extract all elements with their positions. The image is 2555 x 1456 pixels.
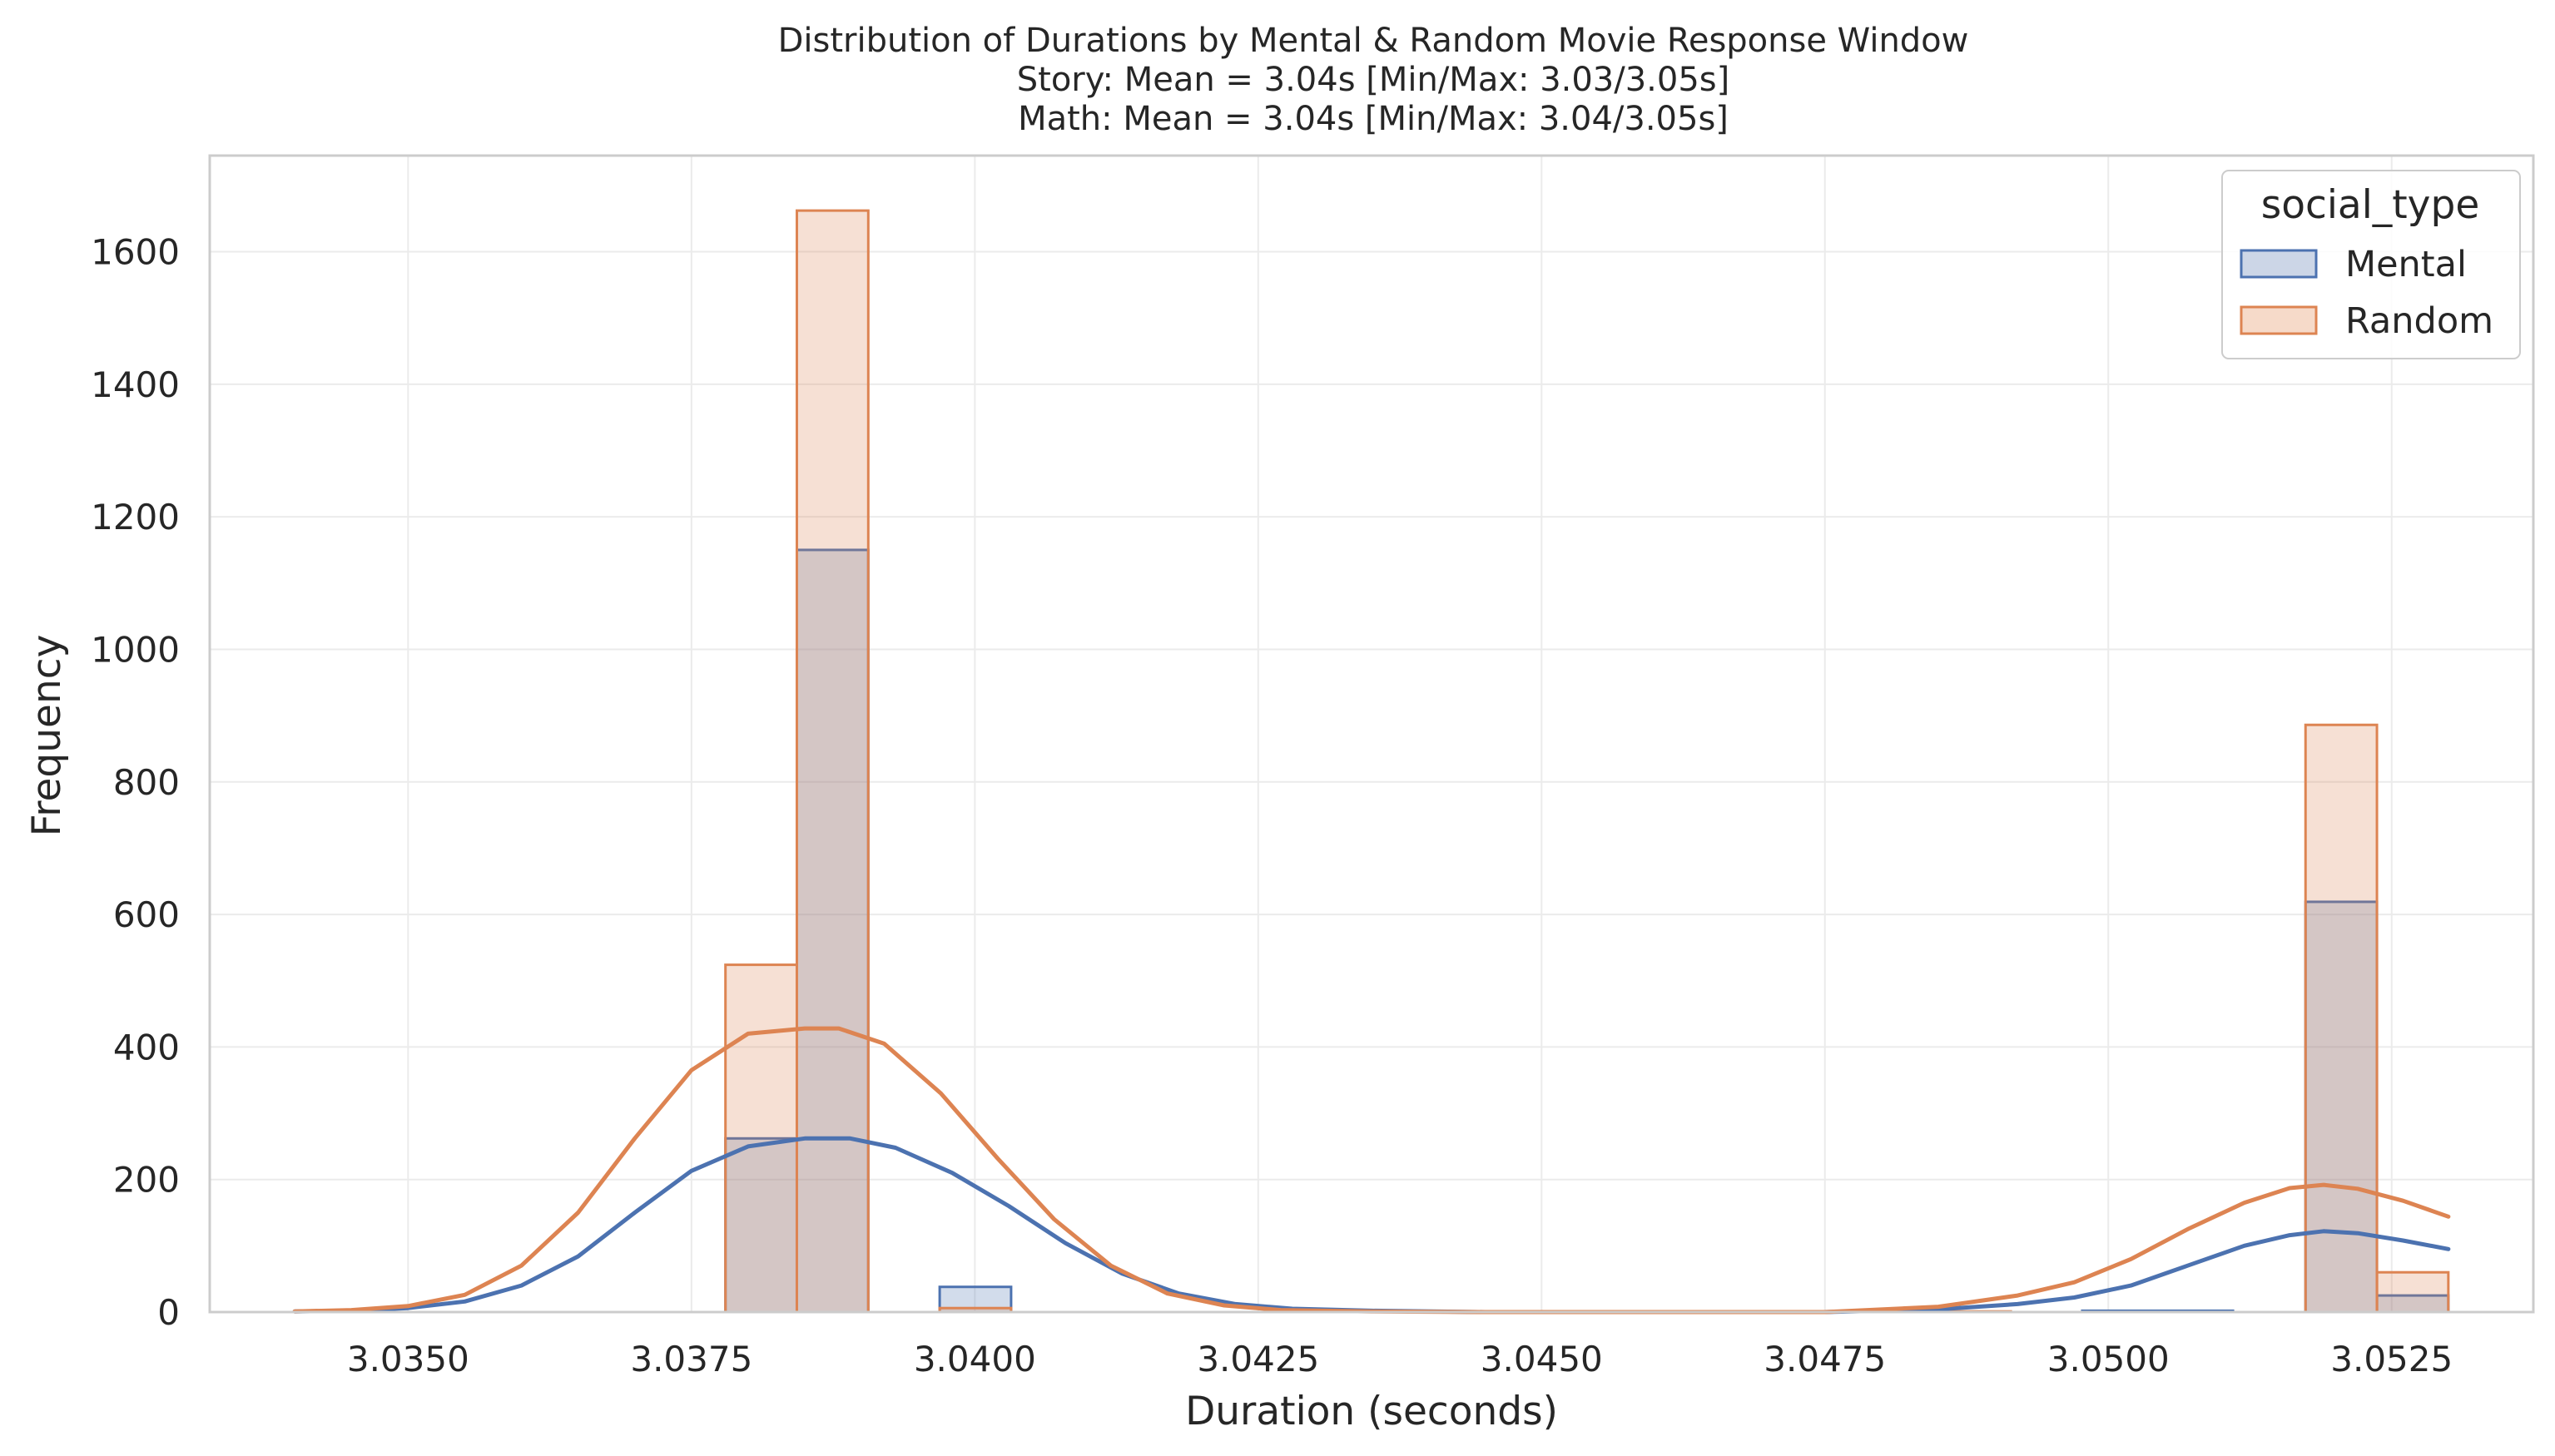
y-tick-label: 200 (113, 1160, 180, 1201)
legend: social_type Mental Random (2221, 170, 2521, 359)
y-tick-label: 600 (113, 894, 180, 935)
y-tick-label: 0 (157, 1292, 180, 1333)
bars-random (724, 209, 2450, 1314)
bar-random (2375, 1270, 2450, 1314)
x-tick-label: 3.0375 (630, 1339, 752, 1379)
bars-mental (724, 548, 2450, 1314)
y-tick-label: 400 (113, 1027, 180, 1067)
y-tick-label: 1600 (91, 232, 180, 273)
legend-label-mental: Mental (2345, 244, 2467, 285)
title-line-1: Distribution of Durations by Mental & Ra… (778, 22, 1969, 60)
kde-line-mental (292, 1136, 2451, 1315)
y-tick-label: 1000 (91, 629, 180, 670)
x-tick-label: 3.0425 (1197, 1339, 1319, 1379)
y-axis-ticks: 0 200 400 600 800 1000 1200 1400 1600 (91, 232, 180, 1333)
title-line-2: Story: Mean = 3.04s [Min/Max: 3.03/3.05s… (1017, 61, 1729, 99)
y-tick-label: 1400 (91, 364, 180, 405)
bar-random (2304, 723, 2379, 1314)
plot-frame (208, 154, 2535, 1314)
legend-label-random: Random (2345, 300, 2493, 342)
legend-swatch-mental (2240, 249, 2318, 279)
x-tick-label: 3.0475 (1764, 1339, 1886, 1379)
y-tick-label: 1200 (91, 497, 180, 537)
x-tick-label: 3.0400 (914, 1339, 1036, 1379)
x-axis-ticks: 3.0350 3.0375 3.0400 3.0425 3.0450 3.0475 3.05… (347, 1339, 2453, 1379)
y-axis-label: Frequency (24, 635, 70, 837)
grid-lines (210, 156, 2533, 1313)
x-tick-label: 3.0500 (2047, 1339, 2170, 1379)
x-tick-label: 3.0525 (2330, 1339, 2453, 1379)
bar-random (795, 209, 870, 1314)
kde-line-random (292, 1026, 2451, 1315)
x-axis-label: Duration (seconds) (1185, 1389, 1558, 1434)
legend-title: social_type (2261, 182, 2480, 228)
x-tick-label: 3.0450 (1481, 1339, 1603, 1379)
x-tick-label: 3.0350 (347, 1339, 469, 1379)
legend-swatch-random (2240, 305, 2318, 335)
y-tick-label: 800 (113, 762, 180, 803)
chart-title: Distribution of Durations by Mental & Ra… (778, 22, 1969, 138)
bar-random (724, 963, 798, 1314)
kde-curves (292, 1026, 2451, 1315)
title-line-3: Math: Mean = 3.04s [Min/Max: 3.04/3.05s] (1018, 100, 1729, 138)
plot-area (210, 156, 2533, 1312)
